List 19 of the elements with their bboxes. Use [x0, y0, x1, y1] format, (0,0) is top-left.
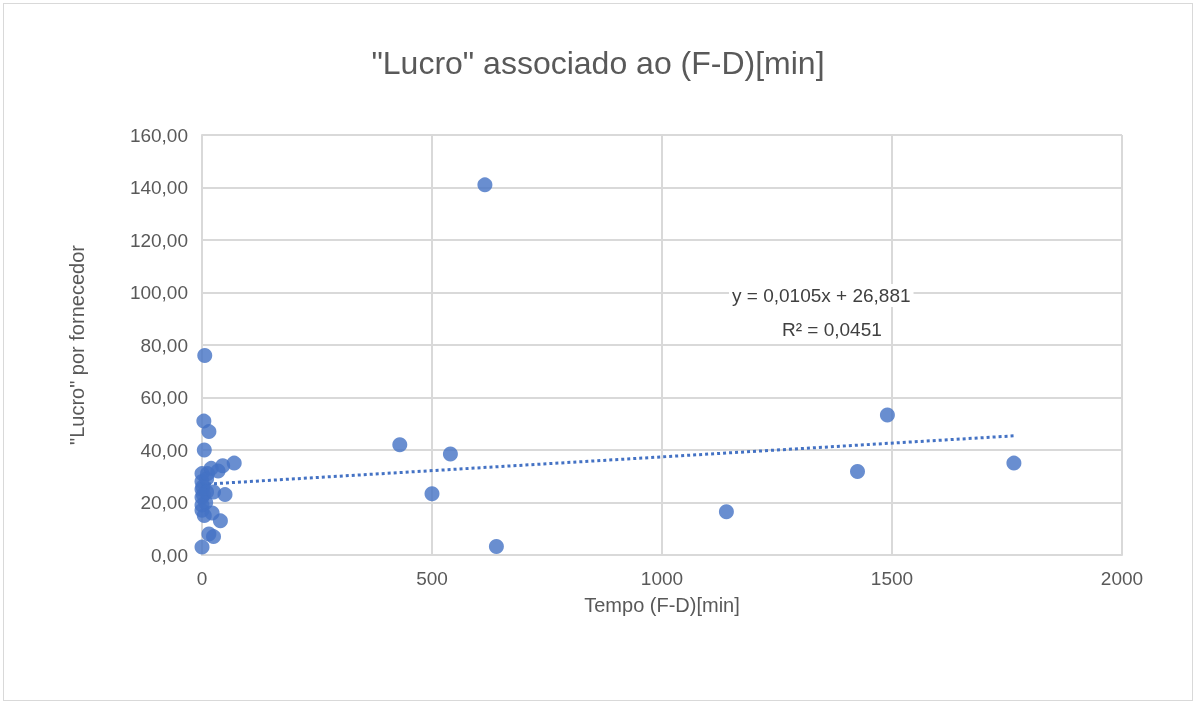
x-tick-label: 500	[416, 568, 448, 589]
x-tick-label: 1000	[640, 568, 684, 589]
y-tick-label: 100,00	[129, 282, 188, 303]
annotation: y = 0,0105x + 26,881	[732, 285, 911, 306]
y-tick-label: 0,00	[151, 544, 188, 566]
y-tick-label: 140,00	[129, 177, 188, 198]
y-axis-title: "Lucro" por fornecedor	[66, 244, 88, 445]
y-tick-label: 160,00	[129, 124, 188, 146]
y-tick-label: 60,00	[140, 387, 188, 408]
annotation: R² = 0,0451	[782, 319, 882, 340]
y-tick-label: 120,00	[129, 229, 188, 251]
x-tick-label: 0	[196, 568, 208, 589]
x-tick-label: 1500	[870, 568, 914, 589]
y-tick-label: 40,00	[140, 439, 188, 461]
x-tick-label: 2000	[1100, 568, 1144, 589]
chart-title: "Lucro" associado ao (F-D)[min]	[371, 45, 825, 81]
x-axis-title: Tempo (F-D)[min]	[584, 594, 740, 616]
y-tick-label: 80,00	[140, 334, 188, 356]
y-tick-label: 20,00	[140, 492, 188, 513]
